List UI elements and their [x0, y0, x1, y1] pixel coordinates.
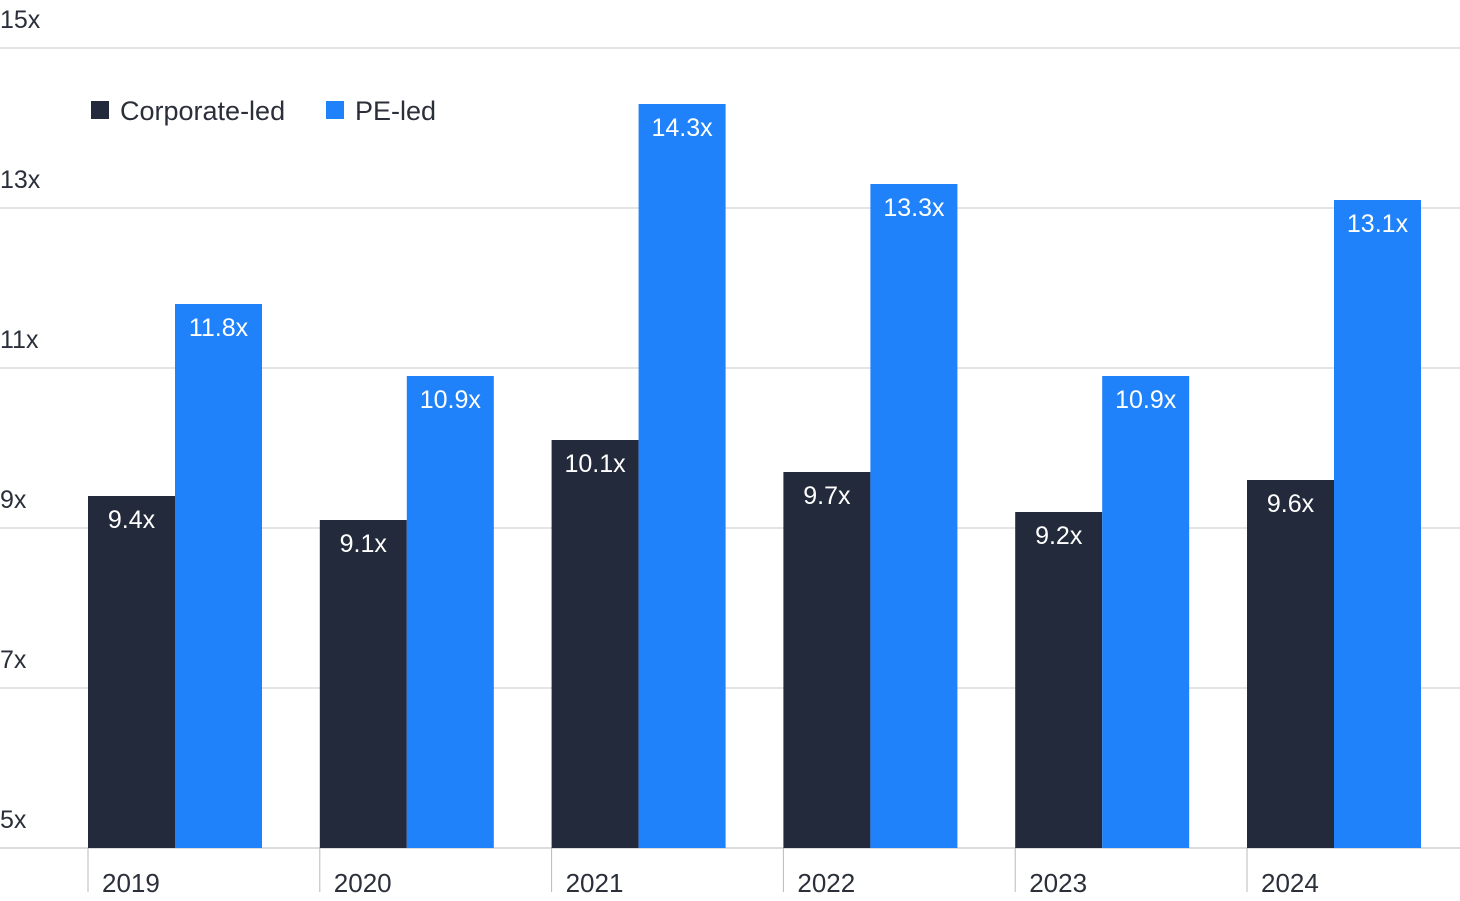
bar-pe-led-2021: [638, 104, 726, 848]
x-tick-label: 2019: [102, 868, 160, 898]
bar-corporate-led-2019: [88, 496, 175, 848]
data-label: 10.1x: [565, 450, 627, 478]
data-label: 13.3x: [883, 194, 945, 222]
y-tick-label: 11x: [0, 326, 39, 354]
bar-pe-led-2024: [1334, 200, 1421, 848]
data-label: 10.9x: [420, 386, 482, 414]
bar-corporate-led-2022: [783, 472, 871, 848]
data-label: 11.8x: [189, 314, 249, 342]
y-tick-label: 5x: [0, 806, 27, 834]
bar-corporate-led-2024: [1247, 480, 1334, 848]
data-label: 9.2x: [1035, 522, 1083, 550]
legend-label: Corporate-led: [120, 96, 285, 126]
bar-corporate-led-2020: [319, 520, 407, 848]
data-label: 9.1x: [340, 530, 388, 558]
bar-corporate-led-2023: [1015, 512, 1103, 848]
bar-corporate-led-2021: [551, 440, 639, 848]
y-tick-label: 9x: [0, 486, 27, 514]
x-tick-label: 2022: [797, 868, 855, 898]
x-tick-label: 2020: [334, 868, 392, 898]
legend: Corporate-led PE-led: [91, 96, 436, 126]
legend-swatch-corporate-led: [91, 101, 109, 119]
data-labels: 9.4x 11.8x 9.1x 10.9x 10.1x 14.3x 9.7x 13.3x 9.2…: [108, 114, 1409, 558]
data-label: 10.9x: [1115, 386, 1177, 414]
bar-pe-led-2023: [1102, 376, 1190, 848]
bar-pe-led-2019: [175, 304, 262, 848]
y-tick-label: 7x: [0, 646, 27, 674]
data-label: 9.6x: [1267, 490, 1315, 518]
data-label: 13.1x: [1347, 210, 1409, 238]
bars: [88, 104, 1421, 848]
data-label: 9.7x: [803, 482, 851, 510]
legend-swatch-pe-led: [326, 101, 344, 119]
legend-label: PE-led: [355, 96, 436, 126]
data-label: 9.4x: [108, 506, 156, 534]
y-tick-label: 13x: [0, 166, 41, 194]
data-label: 14.3x: [652, 114, 714, 142]
x-tick-label: 2021: [566, 868, 624, 898]
bar-pe-led-2022: [870, 184, 958, 848]
x-tick-label: 2023: [1029, 868, 1087, 898]
x-tick-label: 2024: [1261, 868, 1319, 898]
y-axis-ticks: 5x 7x 9x 11x 13x 15x: [0, 6, 41, 834]
bar-pe-led-2020: [406, 376, 494, 848]
x-axis: 2019 2020 2021 2022 2023 2024: [87, 848, 1319, 898]
y-tick-label: 15x: [0, 6, 41, 34]
